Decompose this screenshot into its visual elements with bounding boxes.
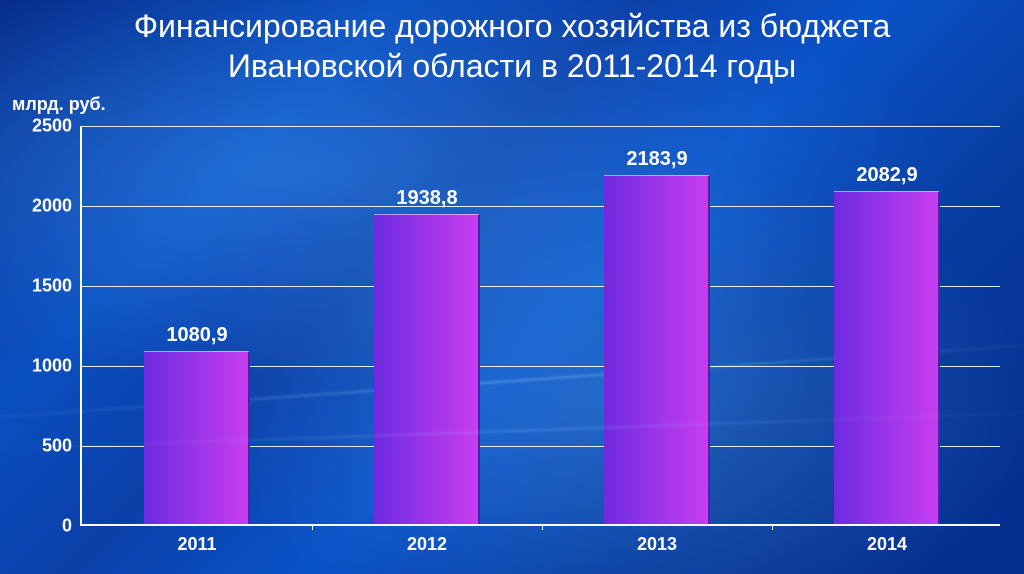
y-tick-label: 0 <box>62 516 72 537</box>
x-tick-label: 2013 <box>637 534 677 555</box>
x-minor-tick <box>542 524 543 530</box>
bar-value-label: 2183,9 <box>626 148 687 171</box>
chart-title: Финансирование дорожного хозяйства из бю… <box>0 6 1024 86</box>
x-minor-tick <box>772 524 773 530</box>
bar <box>374 214 480 524</box>
y-tick-label: 2000 <box>32 196 72 217</box>
bar-value-label: 2082,9 <box>856 164 917 187</box>
x-tick-label: 2011 <box>177 534 216 555</box>
y-tick-label: 2500 <box>32 116 72 137</box>
bar <box>834 191 940 524</box>
gridline <box>82 126 1000 127</box>
bar <box>144 351 250 524</box>
y-tick-label: 1000 <box>32 356 72 377</box>
x-tick-label: 2014 <box>867 534 907 555</box>
y-tick-label: 500 <box>42 436 72 457</box>
y-axis-label: млрд. руб. <box>12 94 106 115</box>
chart-title-line2: Ивановской области в 2011-2014 годы <box>40 46 984 86</box>
x-minor-tick <box>312 524 313 530</box>
y-tick-label: 1500 <box>32 276 72 297</box>
bar-value-label: 1080,9 <box>166 324 227 347</box>
x-tick-label: 2012 <box>407 534 447 555</box>
bar-chart: 050010001500200025001080,920111938,82012… <box>80 126 1000 526</box>
plot-area: 050010001500200025001080,920111938,82012… <box>80 126 1000 526</box>
bar-value-label: 1938,8 <box>396 187 457 210</box>
bar <box>604 175 710 524</box>
chart-title-line1: Финансирование дорожного хозяйства из бю… <box>134 8 891 44</box>
